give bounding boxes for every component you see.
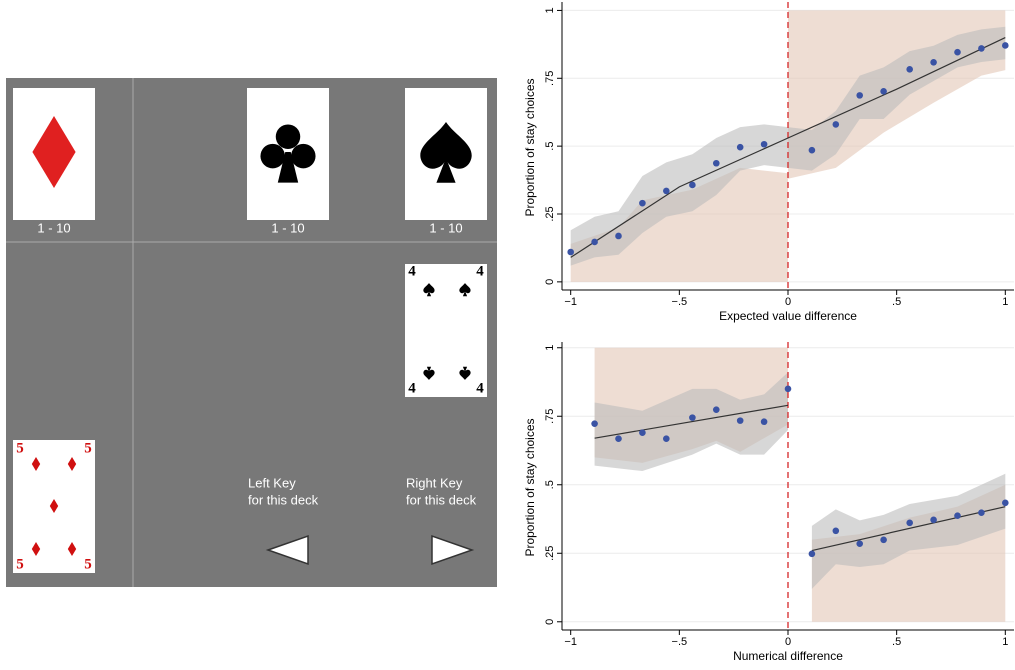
data-point [591, 238, 598, 246]
data-point [760, 418, 768, 426]
data-point [567, 248, 574, 256]
card-rank: 4 [408, 263, 416, 279]
deck-range: 1 - 10 [271, 220, 304, 235]
data-point [639, 199, 646, 207]
data-point [760, 140, 768, 148]
data-point [784, 385, 792, 393]
x-axis-title: Numerical difference [733, 649, 843, 663]
data-point [954, 48, 961, 56]
data-point [880, 536, 887, 544]
y-tick-label: 1 [544, 345, 556, 351]
data-point [689, 181, 696, 189]
deck[interactable]: 1 - 10 [247, 88, 329, 235]
data-point [856, 540, 864, 547]
fit-line [811, 506, 1006, 552]
data-point [808, 146, 816, 154]
data-point [736, 143, 744, 151]
data-point [906, 519, 913, 527]
y-tick-label: 0 [544, 619, 556, 625]
y-tick-label: .5 [544, 142, 556, 151]
x-tick-label: −.5 [672, 296, 688, 308]
data-point [736, 417, 744, 424]
y-tick-label: .5 [544, 480, 556, 489]
y-tick-label: .25 [544, 546, 556, 561]
y-axis-title: Proportion of stay choices [523, 418, 537, 556]
deck[interactable]: 1 - 10 [405, 88, 487, 235]
confidence-band [570, 167, 788, 282]
data-point [639, 429, 646, 436]
card-rank: 5 [84, 556, 92, 572]
data-point [880, 88, 887, 95]
card-rank: 5 [16, 440, 24, 456]
y-tick-label: .75 [544, 409, 556, 424]
x-tick-label: .5 [892, 296, 901, 308]
data-point [1002, 499, 1009, 507]
card-face [405, 264, 487, 397]
deck-range: 1 - 10 [37, 220, 70, 235]
data-point [832, 121, 840, 128]
drawn-card: 4 4 4 4 [405, 263, 487, 397]
data-point [712, 159, 720, 167]
card-rank: 4 [476, 380, 484, 396]
x-tick-label: 1 [1002, 636, 1008, 648]
x-tick-label: −1 [564, 636, 577, 648]
y-tick-label: 1 [544, 7, 556, 13]
data-point [663, 435, 670, 443]
data-point [930, 58, 937, 66]
fit-line [570, 37, 1006, 258]
y-axis-title: Proportion of stay choices [523, 78, 537, 216]
x-tick-label: −.5 [672, 636, 688, 648]
data-point [978, 509, 985, 517]
card-rank: 5 [16, 556, 24, 572]
key-hint: for this deck [406, 492, 477, 507]
x-tick-label: 0 [785, 636, 791, 648]
x-tick-label: 1 [1002, 296, 1008, 308]
data-point [663, 187, 670, 195]
deck-range: 1 - 10 [429, 220, 462, 235]
card-rank: 5 [84, 440, 92, 456]
charts: 0 .25 .5 .75 1 −1 −.5 0 .5 1 Expected value differ… [523, 2, 1014, 663]
x-axis-title: Expected value difference [719, 309, 857, 323]
key-hint: Right Key [406, 475, 463, 490]
data-point [832, 527, 840, 535]
y-tick-label: .75 [544, 71, 556, 86]
data-point [615, 435, 622, 443]
x-tick-label: 0 [785, 296, 791, 308]
data-point [615, 232, 622, 240]
data-point [1002, 42, 1009, 49]
confidence-band [811, 473, 1006, 589]
data-point [591, 420, 598, 427]
deck[interactable]: 1 - 10 [13, 88, 95, 235]
key-hint: Left Key [248, 475, 296, 490]
data-point [978, 45, 985, 52]
left-key-arrow[interactable] [265, 534, 309, 566]
data-point [689, 414, 696, 421]
y-tick-label: .25 [544, 206, 556, 221]
x-tick-label: −1 [564, 296, 577, 308]
x-tick-label: .5 [892, 636, 901, 648]
y-tick-label: 0 [544, 279, 556, 285]
fit-line [594, 404, 789, 439]
task-panel: 1 - 10 1 - 10 1 - 10 4 4 4 4 5 5 5 [6, 78, 497, 587]
data-point [930, 516, 937, 524]
right-key-arrow[interactable] [431, 534, 475, 566]
drawn-card: 5 5 5 5 [13, 440, 95, 573]
data-point [808, 550, 816, 558]
data-point [712, 406, 720, 413]
data-point [856, 92, 864, 99]
card-rank: 4 [408, 380, 416, 396]
card-rank: 4 [476, 263, 484, 279]
data-point [954, 512, 961, 520]
key-hint: for this deck [248, 492, 319, 507]
data-point [906, 66, 913, 73]
